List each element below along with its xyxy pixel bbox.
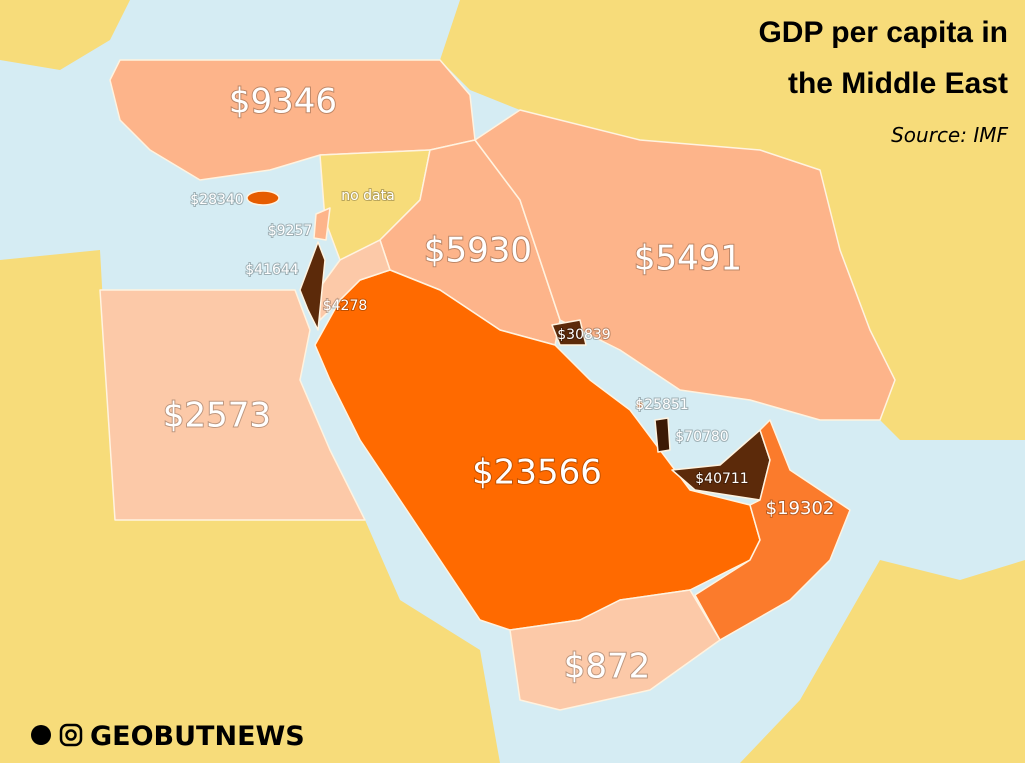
region-label: $25851 bbox=[635, 397, 688, 413]
handle: GEOBUTNEWS bbox=[90, 721, 305, 752]
region-label: $872 bbox=[564, 647, 651, 687]
kuwait bbox=[551, 319, 587, 346]
region-label: no data bbox=[341, 188, 394, 204]
twitter-icon bbox=[31, 725, 51, 745]
oman bbox=[694, 419, 851, 641]
yemen bbox=[509, 589, 721, 711]
region-label: $28340 bbox=[190, 192, 243, 208]
bahrain bbox=[636, 401, 644, 409]
region-label: $9257 bbox=[268, 223, 313, 239]
iran bbox=[474, 109, 896, 421]
lebanon bbox=[313, 207, 331, 241]
turkey bbox=[109, 59, 476, 181]
egypt bbox=[99, 289, 366, 521]
region-label: $4278 bbox=[323, 298, 368, 314]
title: GDP per capita in bbox=[758, 16, 1008, 49]
land bbox=[0, 0, 130, 70]
region-label: $2573 bbox=[163, 396, 271, 436]
instagram-icon bbox=[59, 723, 83, 747]
region-label: $70780 bbox=[675, 429, 728, 445]
qatar bbox=[654, 417, 671, 453]
source: Source: IMF bbox=[891, 123, 1008, 147]
instagram-icon bbox=[65, 729, 77, 741]
region-label: $30839 bbox=[557, 327, 610, 343]
region-label: $19302 bbox=[766, 498, 835, 519]
region-label: $5491 bbox=[634, 239, 742, 279]
region-label: $23566 bbox=[472, 453, 602, 493]
region-label: $41644 bbox=[245, 262, 299, 278]
land bbox=[740, 560, 1025, 763]
land bbox=[440, 0, 1025, 440]
israel bbox=[299, 241, 326, 331]
region-label: $40711 bbox=[695, 471, 748, 487]
region-label: $5930 bbox=[424, 231, 532, 271]
region-label: $9346 bbox=[229, 82, 337, 122]
cyprus bbox=[246, 190, 280, 206]
title: the Middle East bbox=[788, 67, 1008, 100]
land bbox=[0, 250, 500, 763]
